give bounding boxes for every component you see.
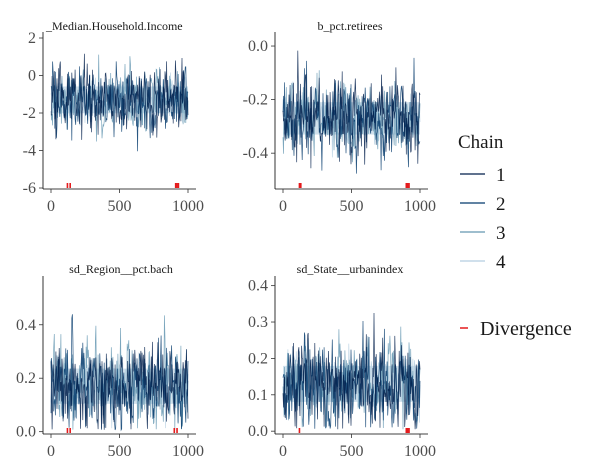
panel-title: sd_State__urbanindex: [297, 262, 404, 276]
legend-label-chain-3: 3: [496, 223, 506, 244]
x-tick-label: 500: [108, 198, 132, 215]
panel-1: -6 -4 -2 0 2 0 500 1000 _Median.Household.Income: [23, 19, 204, 215]
panels-group: -6 -4 -2 0 2 0 500 1000 _Median.Household.Income…: [16, 19, 436, 460]
panel-4: 0.0 0.1 0.2 0.3 0.4 0 500 1000 sd_State__urbanin…: [248, 262, 436, 460]
y-tick-label: 0.2: [16, 370, 36, 387]
legend-title: Chain: [458, 132, 504, 153]
y-tick-label: 0.0: [248, 38, 268, 55]
y-tick-label: 0.4: [16, 317, 36, 334]
x-tick-label: 0: [47, 198, 55, 215]
panel-title: b_pct.retirees: [318, 19, 383, 33]
y-tick-label: 0.1: [248, 387, 268, 404]
trace-chain-1: [282, 50, 421, 169]
panel-title: _Median.Household.Income: [45, 19, 183, 33]
x-tick-label: 1000: [172, 198, 204, 215]
y-tick-label: -0.4: [243, 145, 268, 162]
plot-area: [282, 312, 421, 430]
y-tick-label: 2: [28, 30, 36, 47]
legend-label-divergence: Divergence: [480, 318, 572, 340]
x-tick-label: 1000: [404, 198, 436, 215]
y-tick-label: 0.3: [248, 314, 268, 331]
x-tick-label: 1000: [404, 443, 436, 460]
trace-chain-2: [282, 57, 421, 174]
x-tick-label: 0: [279, 198, 287, 215]
y-tick-label: 0: [28, 68, 36, 85]
x-tick-label: 1000: [172, 443, 204, 460]
x-tick-label: 500: [108, 443, 132, 460]
panel-2: -0.4 -0.2 0.0 0 500 1000 b_pct.retirees: [243, 19, 436, 215]
y-tick-label: 0.4: [248, 278, 268, 295]
legend-label-chain-1: 1: [496, 165, 506, 186]
plot-area: [50, 314, 189, 432]
legend: Chain 1 2 3 4 Divergence: [458, 132, 572, 340]
trace-chain-1: [50, 53, 189, 140]
x-tick-label: 0: [279, 443, 287, 460]
plot-area: [282, 50, 421, 174]
y-tick-label: 0.0: [248, 423, 268, 440]
plot-area: [50, 53, 189, 152]
y-tick-label: 0.0: [16, 424, 36, 441]
y-tick-label: 0.2: [248, 350, 268, 367]
trace-chain-1: [282, 312, 421, 430]
trace-chain-1: [50, 341, 189, 430]
panel-title: sd_Region__pct.bach: [69, 262, 173, 276]
y-tick-label: -2: [23, 105, 36, 122]
x-tick-label: 500: [340, 198, 364, 215]
panel-3: 0.0 0.2 0.4 0 500 1000 sd_Region__pct.bach: [16, 262, 204, 460]
y-tick-label: -0.2: [243, 92, 268, 109]
y-tick-label: -4: [23, 143, 36, 160]
legend-label-chain-4: 4: [496, 252, 506, 273]
x-tick-label: 0: [47, 443, 55, 460]
x-tick-label: 500: [340, 443, 364, 460]
y-tick-label: -6: [23, 180, 36, 197]
legend-label-chain-2: 2: [496, 194, 506, 215]
